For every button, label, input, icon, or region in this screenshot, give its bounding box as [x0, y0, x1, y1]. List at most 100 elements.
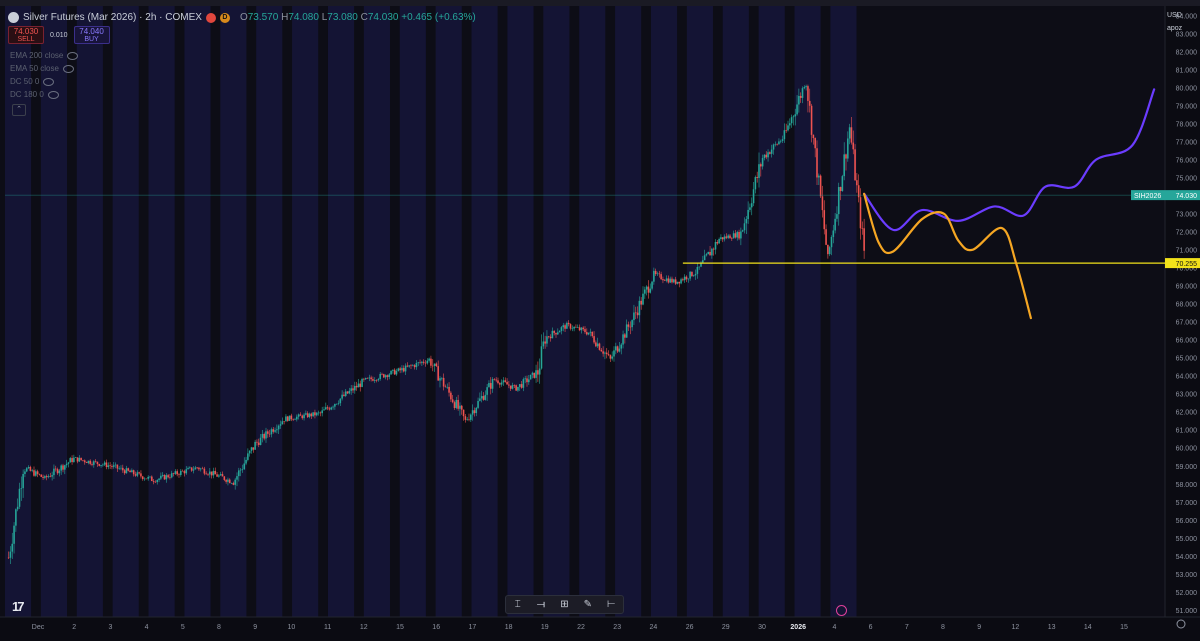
eye-off-icon[interactable]	[67, 51, 79, 60]
candle-body	[421, 361, 423, 363]
candle-body	[578, 327, 581, 331]
candle-body	[566, 322, 568, 329]
session-band	[471, 6, 498, 617]
candle-body	[49, 476, 52, 477]
measure-icon[interactable]: ⊞	[560, 598, 569, 610]
sell-button[interactable]: 74.030 SELL	[8, 26, 44, 44]
candle-body	[238, 470, 240, 477]
candle-body	[624, 334, 626, 338]
ohlc-change: +0.465 (+0.63%)	[401, 12, 476, 23]
ohlc-values: O73.570 H74.080 L73.080 C74.030 +0.465 (…	[240, 12, 476, 23]
collapse-legend-icon[interactable]: ⌃	[12, 104, 26, 116]
market-closed-badge[interactable]	[205, 12, 216, 23]
buy-button[interactable]: 74.040 BUY	[73, 26, 110, 44]
candle-body	[462, 409, 465, 417]
price-tick-label: 70.000	[1176, 266, 1198, 273]
symbol-title[interactable]: Silver Futures (Mar 2026) · 2h · COMEX	[23, 12, 202, 23]
candle-body	[209, 471, 211, 475]
candle-body	[183, 471, 186, 474]
candle-body	[645, 286, 648, 290]
price-tick-label: 52.000	[1176, 590, 1198, 597]
candle-body	[185, 469, 188, 474]
time-tick-label: 9	[253, 624, 257, 631]
candle-body	[457, 399, 459, 409]
indicator-ema200[interactable]: EMA 200 close	[10, 51, 79, 60]
candle-body	[586, 332, 588, 335]
candle-body	[214, 470, 217, 475]
candle-body	[319, 412, 322, 414]
candle-body	[564, 325, 566, 329]
candle-body	[207, 474, 209, 475]
candle-body	[515, 385, 517, 391]
candle-body	[696, 266, 699, 274]
candle-body	[180, 470, 182, 475]
indicator-ema50[interactable]: EMA 50 close	[10, 64, 74, 73]
candle-body	[799, 95, 802, 98]
eye-off-icon[interactable]	[47, 90, 59, 99]
indicator-dc180[interactable]: DC 180 0	[10, 90, 59, 99]
candle-body	[390, 370, 392, 375]
candle-body	[74, 457, 77, 458]
candle-body	[257, 442, 260, 445]
line-icon[interactable]: ⟞	[536, 598, 546, 610]
bearish-projection-line[interactable]	[863, 192, 1032, 320]
ghost-feed-icon[interactable]	[836, 605, 847, 616]
brush-icon[interactable]: ✎	[583, 598, 593, 610]
candle-body	[779, 140, 782, 142]
candle-body	[634, 312, 637, 314]
candle-body	[344, 391, 347, 396]
candle-body	[660, 274, 662, 280]
candle-body	[341, 394, 343, 399]
support-level-value: 70.255	[1176, 261, 1198, 268]
candle-body	[29, 467, 32, 471]
eye-off-icon[interactable]	[43, 77, 55, 86]
candle-body	[665, 278, 668, 281]
scale-menu[interactable]: apoz	[1167, 25, 1183, 32]
candle-body	[111, 465, 113, 467]
candle-body	[772, 144, 775, 150]
candle-body	[667, 278, 670, 283]
candle-body	[292, 419, 294, 420]
candle-body	[502, 380, 505, 383]
candle-body	[158, 478, 160, 480]
price-tick-label: 69.000	[1176, 284, 1198, 291]
candle-body	[845, 154, 847, 159]
candle-body	[803, 87, 806, 89]
candle-body	[711, 248, 713, 256]
cursor-icon[interactable]: ⌶	[514, 598, 521, 610]
delayed-data-badge[interactable]: D	[219, 12, 230, 23]
indicator-dc50[interactable]: DC 50 0	[10, 77, 55, 86]
candle-body	[493, 379, 496, 380]
candle-body	[787, 125, 789, 131]
settings-gear-icon[interactable]	[1176, 619, 1186, 629]
candle-body	[834, 218, 836, 231]
candle-body	[259, 437, 262, 445]
candle-body	[102, 464, 104, 466]
candle-body	[522, 379, 525, 388]
candle-body	[91, 463, 93, 465]
candle-body	[267, 431, 269, 434]
candle-body	[605, 352, 608, 355]
candle-body	[680, 279, 682, 284]
time-tick-label: 18	[505, 624, 513, 631]
price-tick-label: 67.000	[1176, 320, 1198, 327]
candle-body	[424, 362, 427, 364]
session-band	[435, 6, 462, 617]
candle-body	[839, 187, 842, 192]
price-tick-label: 64.000	[1176, 374, 1198, 381]
bullish-projection-line[interactable]	[863, 88, 1156, 231]
session-band	[758, 6, 785, 617]
eye-off-icon[interactable]	[62, 64, 74, 73]
ruler-icon[interactable]: ⊢	[606, 598, 616, 610]
candle-body	[863, 228, 865, 251]
candle-body	[112, 465, 115, 467]
candle-body	[7, 557, 10, 559]
candle-body	[729, 235, 731, 239]
candle-body	[181, 470, 184, 472]
currency-select[interactable]: USD	[1167, 12, 1182, 19]
candle-body	[582, 327, 584, 330]
session-band	[40, 6, 67, 617]
candle-body	[676, 281, 679, 284]
candle-body	[471, 410, 474, 415]
